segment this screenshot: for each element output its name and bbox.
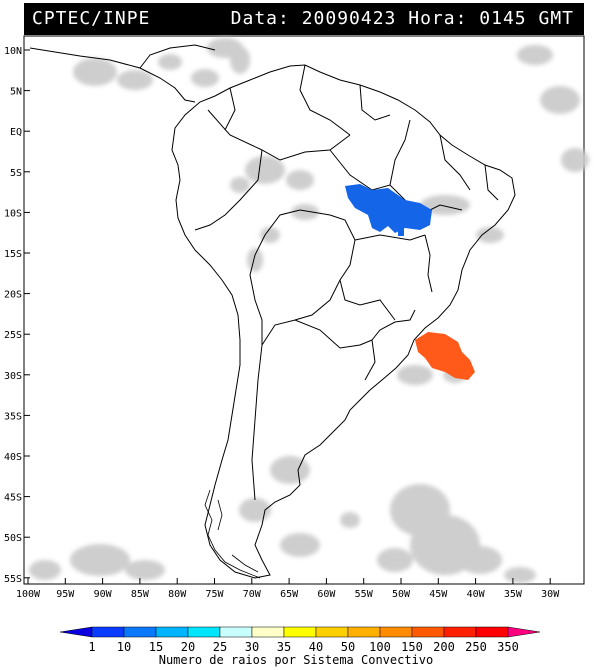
header-title: CPTEC/INPE bbox=[32, 8, 151, 29]
lat-tick-label: 25S bbox=[4, 330, 22, 341]
colorbar-segment bbox=[475, 626, 509, 638]
colorbar-segment bbox=[155, 626, 189, 638]
lat-tick-label: 10S bbox=[4, 208, 22, 219]
land-outline bbox=[171, 64, 516, 579]
lat-tick-label: 15S bbox=[4, 249, 22, 260]
colorbar-tick-label: 1 bbox=[88, 640, 95, 654]
lat-tick-label: 35S bbox=[4, 411, 22, 422]
colorbar-segment bbox=[59, 626, 93, 638]
colorbar-tick-label: 10 bbox=[117, 640, 131, 654]
colorbar-title: Numero de raios por Sistema Convectivo bbox=[159, 653, 434, 667]
lon-tick-label: 80W bbox=[168, 589, 187, 600]
colorbar-segment bbox=[187, 626, 221, 638]
latitude-axis: 10N 5N EQ 5S 10S 15S 20S 25S 30S 35S 40S 45S 50S 55S bbox=[4, 46, 30, 585]
colorbar-tick-label: 35 bbox=[277, 640, 291, 654]
lon-tick-label: 100W bbox=[16, 589, 41, 600]
colorbar-tick-label: 100 bbox=[369, 640, 391, 654]
timezone: GMT bbox=[538, 8, 574, 29]
colorbar-segment bbox=[283, 626, 317, 638]
colorbar bbox=[59, 626, 541, 638]
colorbar-tick-label: 20 bbox=[181, 640, 195, 654]
lon-tick-label: 35W bbox=[504, 589, 523, 600]
colorbar-segment bbox=[219, 626, 253, 638]
lon-tick-label: 40W bbox=[467, 589, 486, 600]
lon-tick-label: 55W bbox=[355, 589, 374, 600]
colorbar-segment bbox=[379, 626, 413, 638]
lat-tick-label: 40S bbox=[4, 452, 22, 463]
colorbar-tick-label: 40 bbox=[309, 640, 323, 654]
colorbar-tick-label: 50 bbox=[341, 640, 355, 654]
colorbar-tick-label: 350 bbox=[497, 640, 519, 654]
lat-tick-label: 50S bbox=[4, 533, 22, 544]
hour-label: Hora: bbox=[408, 8, 468, 29]
lon-tick-label: 30W bbox=[541, 589, 560, 600]
map-header: CPTEC/INPE Data: 20090423 Hora: 0145 GMT bbox=[24, 3, 584, 35]
lat-tick-label: 45S bbox=[4, 493, 22, 504]
hour-value: 0145 bbox=[479, 8, 527, 29]
lat-tick-label: 30S bbox=[4, 371, 22, 382]
colorbar-segment bbox=[411, 626, 445, 638]
lon-tick-label: 70W bbox=[243, 589, 262, 600]
lon-tick-label: 50W bbox=[392, 589, 411, 600]
date-value: 20090423 bbox=[301, 8, 397, 29]
colorbar-segment bbox=[251, 626, 285, 638]
orange-convective-system bbox=[415, 332, 475, 380]
colorbar-tick-label: 250 bbox=[465, 640, 487, 654]
lon-tick-label: 95W bbox=[56, 589, 75, 600]
colorbar-tick-label: 30 bbox=[245, 640, 259, 654]
cloud-cover bbox=[29, 38, 589, 583]
lat-tick-label: 5N bbox=[10, 87, 22, 98]
colorbar-tick-label: 25 bbox=[213, 640, 227, 654]
lat-tick-label: 5S bbox=[10, 168, 22, 179]
header-datetime: Data: 20090423 Hora: 0145 GMT bbox=[231, 3, 574, 35]
longitude-axis: 100W 95W 90W 85W 80W 75W 70W 65W 60W 55W 50W 45W 40W… bbox=[16, 578, 560, 600]
colorbar-segment bbox=[315, 626, 349, 638]
colorbar-segment bbox=[347, 626, 381, 638]
lon-tick-label: 85W bbox=[131, 589, 150, 600]
blue-convective-system bbox=[345, 184, 432, 236]
colorbar-segment bbox=[91, 626, 125, 638]
lon-tick-label: 75W bbox=[205, 589, 224, 600]
colorbar-tick-label: 200 bbox=[433, 640, 455, 654]
colorbar-ticks: 1 10 15 20 25 30 35 40 50 100 150 200 250 350 bbox=[88, 640, 518, 654]
lon-tick-label: 90W bbox=[94, 589, 113, 600]
lat-tick-label: 20S bbox=[4, 290, 22, 301]
lat-tick-label: 10N bbox=[4, 46, 22, 57]
lon-tick-label: 60W bbox=[317, 589, 336, 600]
south-america-coast bbox=[171, 64, 516, 579]
lon-tick-label: 45W bbox=[429, 589, 448, 600]
lat-tick-label: 55S bbox=[4, 574, 22, 585]
colorbar-tick-label: 15 bbox=[149, 640, 163, 654]
lat-tick-label: EQ bbox=[10, 127, 22, 138]
colorbar-segment bbox=[507, 626, 541, 638]
date-label: Data: bbox=[230, 8, 290, 29]
map-frame bbox=[23, 35, 585, 585]
colorbar-segment bbox=[443, 626, 477, 638]
colorbar-tick-label: 150 bbox=[401, 640, 423, 654]
patagonia-islands bbox=[204, 489, 261, 579]
lon-tick-label: 65W bbox=[280, 589, 299, 600]
central-america-outline bbox=[29, 44, 216, 103]
colorbar-segment bbox=[123, 626, 157, 638]
